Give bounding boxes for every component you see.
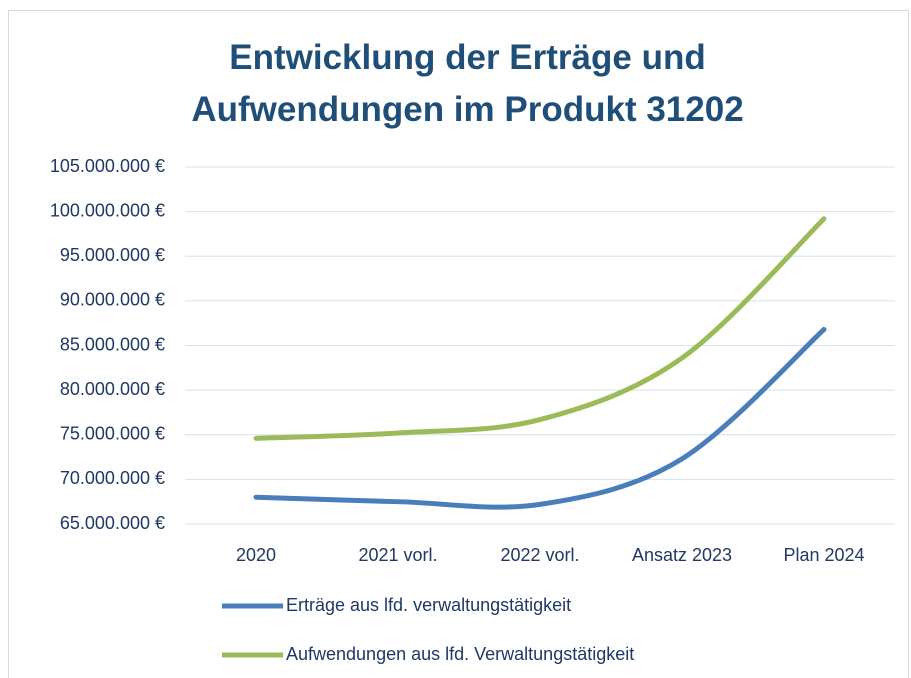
chart-title: Entwicklung der Erträge und Aufwendungen… bbox=[191, 38, 744, 129]
y-tick-label: 105.000.000 € bbox=[50, 156, 165, 176]
legend-label: Erträge aus lfd. verwaltungstätigkeit bbox=[286, 595, 571, 615]
y-tick-label: 95.000.000 € bbox=[60, 245, 165, 265]
series-line bbox=[253, 216, 827, 441]
x-tick-label: 2020 bbox=[236, 545, 276, 565]
chart-border bbox=[8, 10, 909, 678]
series-line bbox=[253, 326, 827, 510]
x-tick-label: Ansatz 2023 bbox=[632, 545, 732, 565]
x-tick-label: 2022 vorl. bbox=[500, 545, 579, 565]
y-tick-label: 85.000.000 € bbox=[60, 334, 165, 354]
y-tick-label: 100.000.000 € bbox=[50, 200, 165, 220]
y-tick-label: 75.000.000 € bbox=[60, 424, 165, 444]
x-tick-label: 2021 vorl. bbox=[358, 545, 437, 565]
legend-label: Aufwendungen aus lfd. Verwaltungstätigke… bbox=[286, 644, 634, 664]
y-tick-label: 80.000.000 € bbox=[60, 379, 165, 399]
y-tick-label: 90.000.000 € bbox=[60, 290, 165, 310]
y-tick-label: 65.000.000 € bbox=[60, 513, 165, 533]
y-tick-label: 70.000.000 € bbox=[60, 468, 165, 488]
x-tick-label: Plan 2024 bbox=[783, 545, 864, 565]
